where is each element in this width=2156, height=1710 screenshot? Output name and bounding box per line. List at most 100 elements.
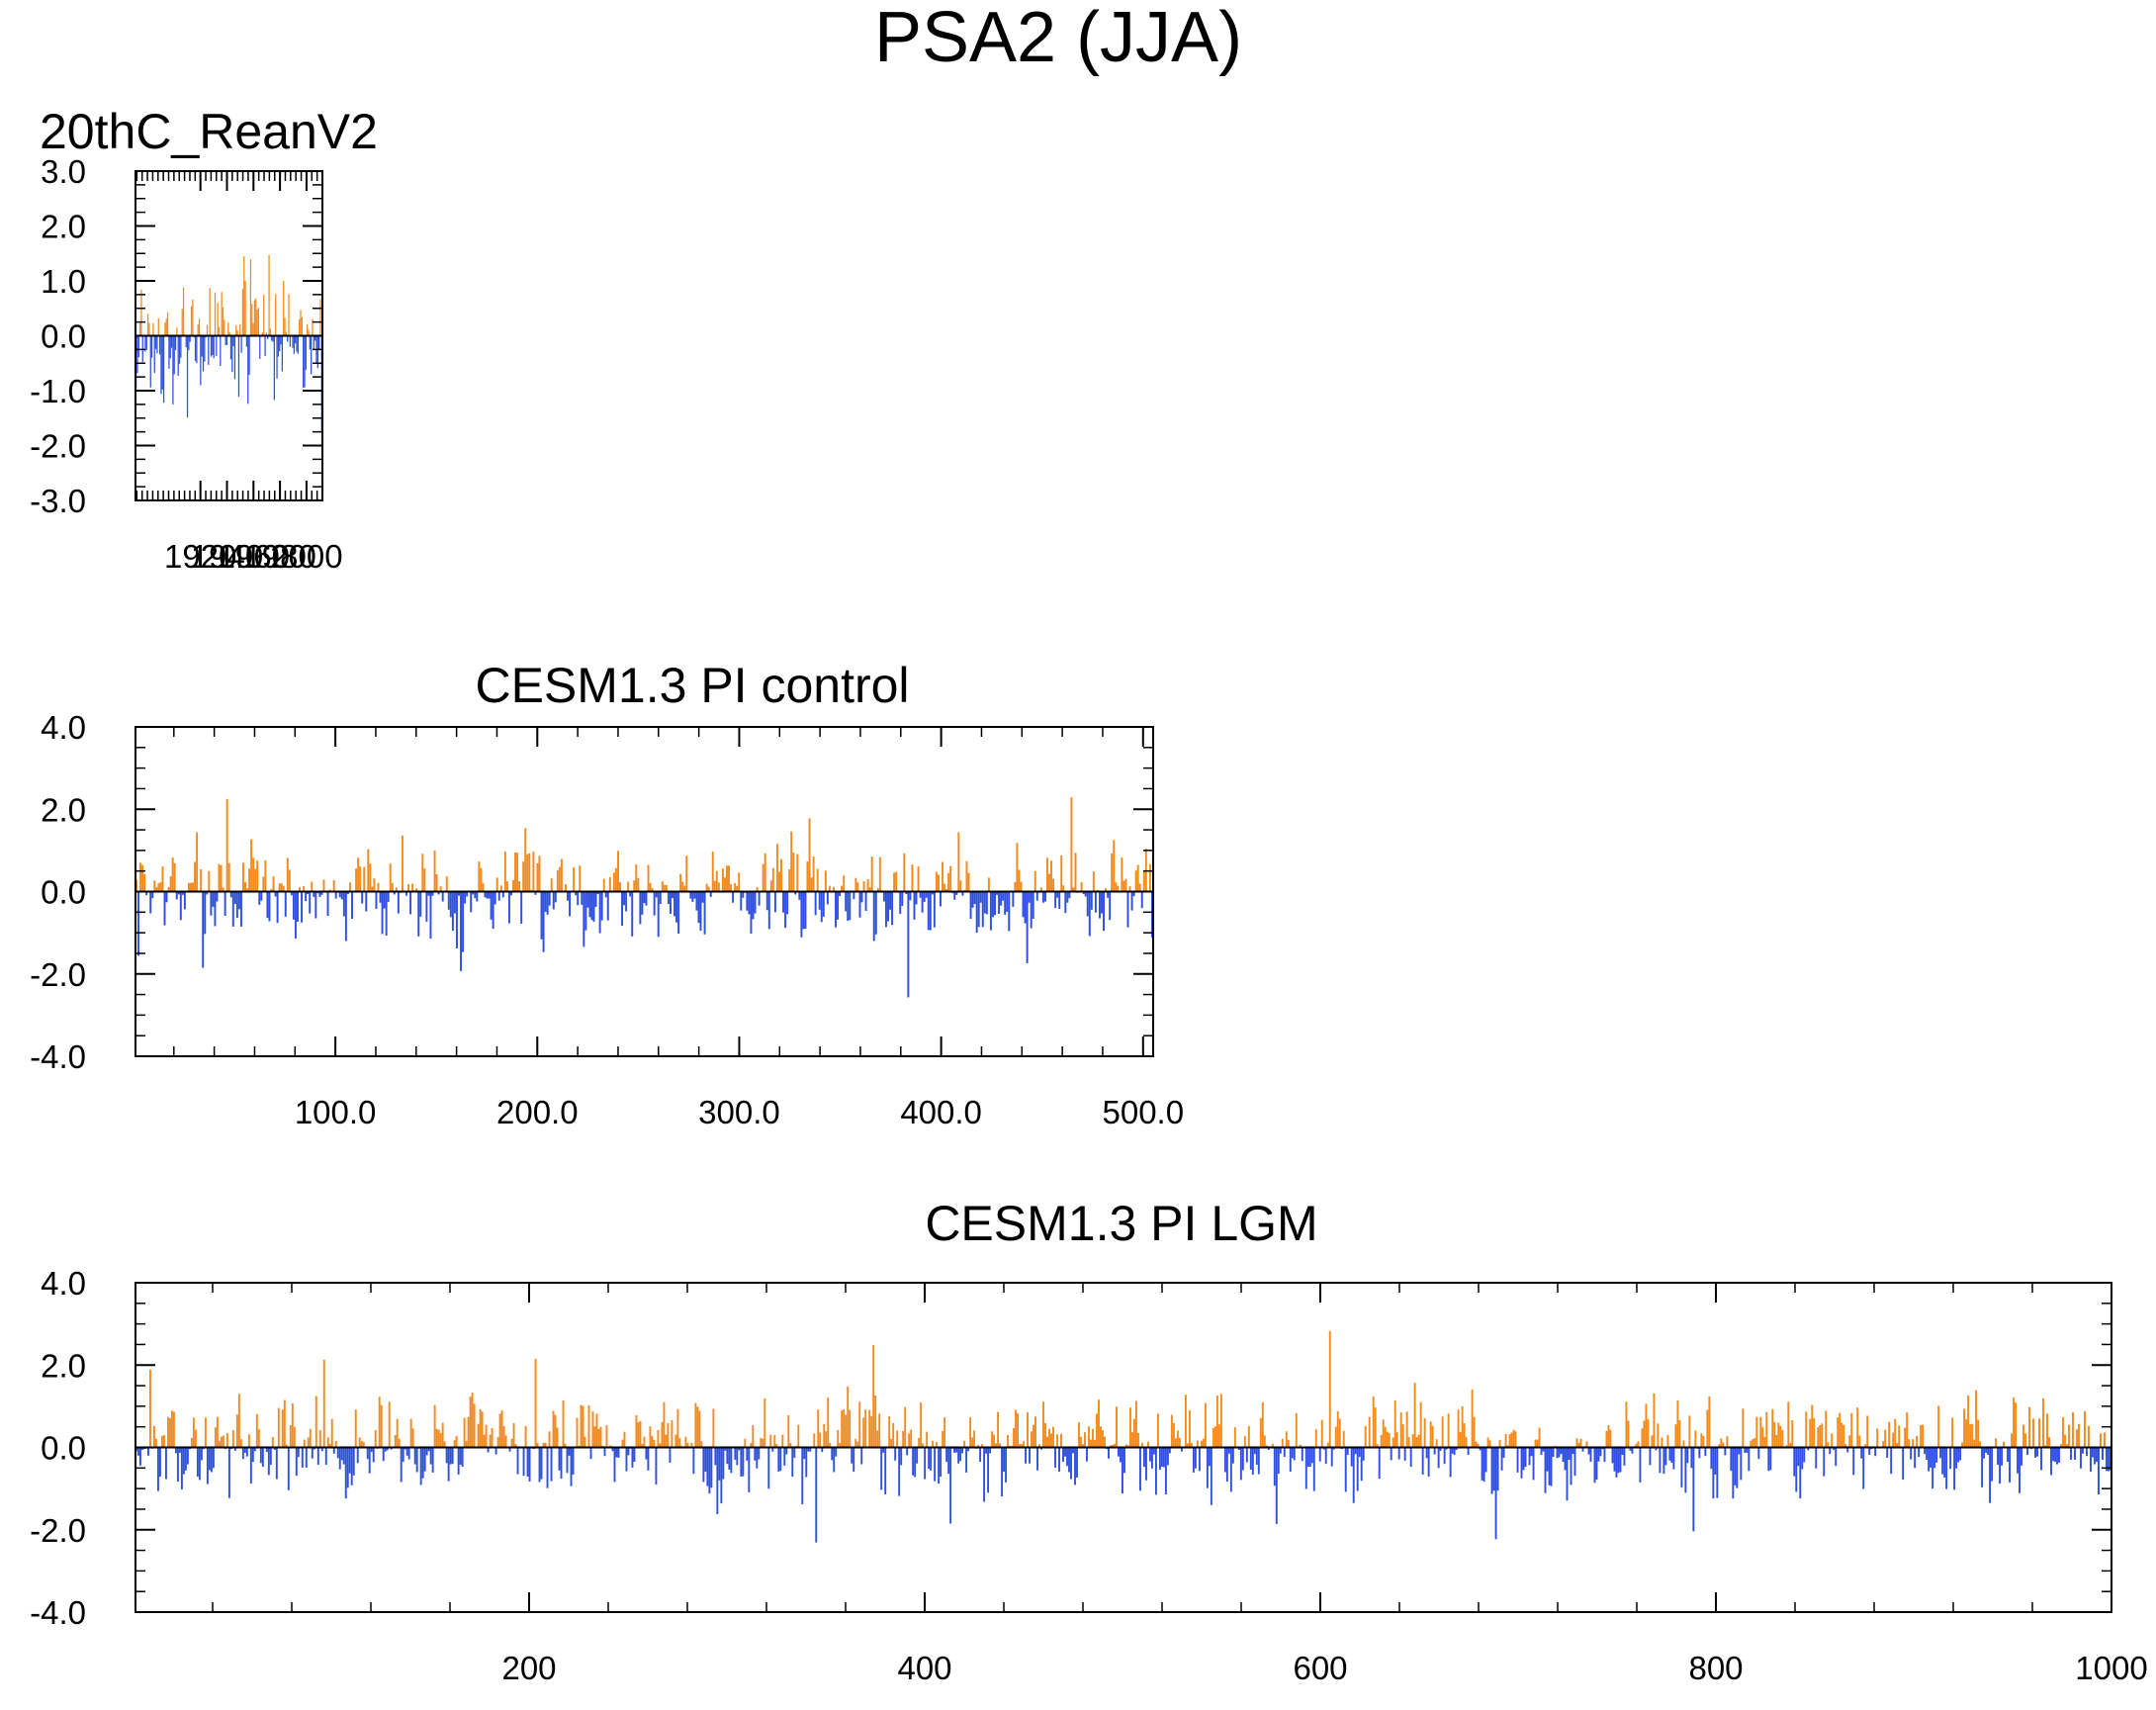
bar	[292, 891, 295, 920]
bar	[704, 1447, 707, 1473]
bar	[1649, 1447, 1652, 1466]
bar	[214, 891, 217, 927]
bar	[868, 1409, 871, 1448]
bar	[1052, 1426, 1054, 1448]
bar	[1866, 1415, 1869, 1448]
bar	[1508, 1434, 1511, 1448]
bar	[494, 891, 496, 905]
bar	[212, 335, 214, 355]
bar	[820, 891, 823, 923]
bar	[196, 832, 199, 892]
bar	[1212, 1427, 1214, 1448]
bar	[904, 1406, 907, 1448]
bar	[1078, 1422, 1080, 1448]
bar	[485, 1424, 488, 1448]
bar	[225, 335, 226, 345]
bar	[874, 891, 877, 935]
bar	[255, 1413, 258, 1448]
bar	[1841, 1422, 1843, 1448]
bar	[143, 873, 146, 892]
bar	[326, 891, 329, 917]
bar	[254, 868, 257, 892]
bar	[162, 1435, 165, 1448]
bar	[308, 329, 310, 336]
bar	[1686, 1447, 1689, 1464]
bar	[1431, 1425, 1434, 1448]
bar	[931, 891, 934, 895]
bar	[1585, 1441, 1588, 1448]
bar	[1289, 1447, 1292, 1473]
bar	[1253, 1447, 1256, 1455]
bar	[955, 1447, 958, 1453]
bar	[1530, 1447, 1533, 1457]
bar	[579, 865, 582, 892]
bar	[536, 1442, 539, 1448]
bar	[854, 1438, 857, 1448]
bar	[882, 891, 885, 902]
bar	[144, 335, 146, 352]
bar	[629, 891, 632, 897]
bar	[1213, 1426, 1216, 1448]
bar	[427, 1447, 430, 1452]
bar	[1862, 1447, 1865, 1489]
bar	[689, 891, 692, 899]
bar	[174, 335, 177, 350]
x-tick-label: 1960	[218, 538, 290, 575]
bar	[921, 891, 924, 913]
bar	[596, 891, 599, 894]
bar	[1172, 1422, 1175, 1448]
bar	[1955, 1447, 1958, 1469]
bar	[1789, 1442, 1792, 1448]
bar	[649, 882, 652, 892]
bar	[1027, 1412, 1029, 1448]
bar	[1427, 1447, 1430, 1478]
bar	[431, 1447, 434, 1473]
bar	[1035, 891, 1038, 901]
bar	[309, 891, 312, 914]
bar	[295, 1447, 298, 1477]
bar	[653, 891, 656, 916]
bar	[275, 1447, 278, 1480]
bar	[742, 1447, 745, 1477]
bar	[218, 326, 221, 336]
bar	[1617, 1447, 1620, 1474]
bar	[1674, 1424, 1677, 1448]
bar	[625, 891, 628, 912]
bar	[1092, 871, 1095, 892]
bar	[1641, 1428, 1644, 1448]
bar	[1512, 1429, 1515, 1448]
bar	[1514, 1431, 1517, 1448]
bar	[817, 1409, 820, 1448]
bar	[942, 1430, 944, 1448]
bar	[338, 1447, 341, 1470]
bar	[303, 335, 305, 389]
bar	[1924, 1447, 1927, 1455]
bar	[419, 891, 422, 917]
bar	[929, 891, 932, 931]
bar	[843, 875, 846, 892]
bar	[534, 891, 537, 895]
bar	[961, 1447, 964, 1454]
bar	[1267, 1447, 1270, 1450]
bar	[449, 1447, 452, 1465]
bar	[975, 891, 978, 934]
bar	[320, 1447, 323, 1452]
bar	[415, 1447, 418, 1473]
bar	[239, 323, 241, 336]
bar	[311, 335, 313, 375]
bar	[155, 886, 158, 892]
bar	[1908, 1439, 1911, 1448]
bar	[1028, 891, 1031, 903]
bar	[1204, 1402, 1207, 1448]
bar	[313, 891, 315, 897]
bar	[151, 891, 154, 899]
bar	[933, 891, 936, 928]
bar	[833, 886, 835, 892]
bar	[890, 1438, 893, 1448]
bar	[1304, 1447, 1307, 1489]
bar	[663, 884, 666, 892]
bar	[407, 1447, 410, 1460]
bar	[1647, 1419, 1650, 1448]
bar	[708, 1447, 711, 1494]
bar	[1643, 1420, 1646, 1448]
